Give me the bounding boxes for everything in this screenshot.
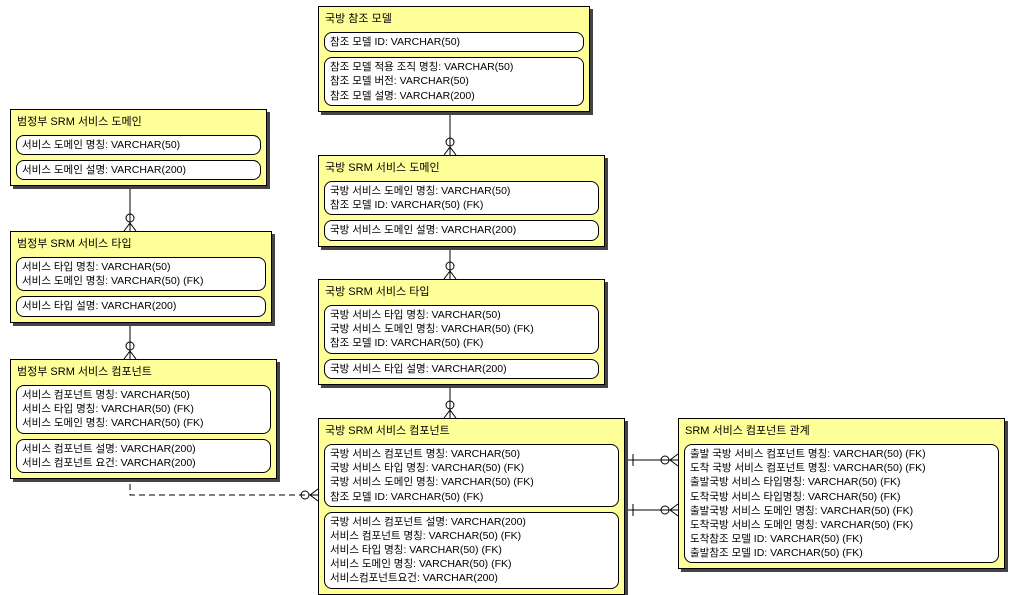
entity-defense-srm-type[interactable]: 국방 SRM 서비스 타입 국방 서비스 타입 명칭: VARCHAR(50) … bbox=[318, 279, 605, 385]
entity-title: 범정부 SRM 서비스 타입 bbox=[11, 232, 271, 254]
entity-title: 국방 SRM 서비스 컴포넌트 bbox=[319, 419, 624, 441]
entity-pk: 서비스 타입 명칭: VARCHAR(50) 서비스 도메인 명칭: VARCH… bbox=[16, 257, 266, 291]
entity-pk: 국방 서비스 컴포넌트 명칭: VARCHAR(50) 국방 서비스 타입 명칭… bbox=[324, 444, 619, 507]
entity-attrs: 국방 서비스 도메인 설명: VARCHAR(200) bbox=[324, 220, 599, 240]
entity-attrs: 서비스 도메인 설명: VARCHAR(200) bbox=[16, 160, 261, 180]
entity-attrs: 서비스 타입 설명: VARCHAR(200) bbox=[16, 296, 266, 316]
entity-attrs: 참조 모델 적용 조직 명칭: VARCHAR(50) 참조 모델 버전: VA… bbox=[324, 57, 584, 106]
entity-title: 범정부 SRM 서비스 도메인 bbox=[11, 110, 266, 132]
entity-pk: 서비스 컴포넌트 명칭: VARCHAR(50) 서비스 타입 명칭: VARC… bbox=[16, 385, 271, 434]
entity-gov-srm-component[interactable]: 범정부 SRM 서비스 컴포넌트 서비스 컴포넌트 명칭: VARCHAR(50… bbox=[10, 359, 277, 479]
entity-title: 국방 SRM 서비스 타입 bbox=[319, 280, 604, 302]
entity-gov-srm-domain[interactable]: 범정부 SRM 서비스 도메인 서비스 도메인 명칭: VARCHAR(50) … bbox=[10, 109, 267, 186]
entity-defense-srm-domain[interactable]: 국방 SRM 서비스 도메인 국방 서비스 도메인 명칭: VARCHAR(50… bbox=[318, 155, 605, 247]
entity-pk: 출발 국방 서비스 컴포넌트 명칭: VARCHAR(50) (FK) 도착 국… bbox=[684, 444, 999, 563]
entity-attrs: 국방 서비스 컴포넌트 설명: VARCHAR(200) 서비스 컴포넌트 명칭… bbox=[324, 512, 619, 589]
entity-pk: 서비스 도메인 명칭: VARCHAR(50) bbox=[16, 135, 261, 155]
entity-srm-component-rel[interactable]: SRM 서비스 컴포넌트 관계 출발 국방 서비스 컴포넌트 명칭: VARCH… bbox=[678, 418, 1005, 569]
entity-gov-srm-type[interactable]: 범정부 SRM 서비스 타입 서비스 타입 명칭: VARCHAR(50) 서비… bbox=[10, 231, 272, 323]
entity-attrs: 서비스 컴포넌트 설명: VARCHAR(200) 서비스 컴포넌트 요건: V… bbox=[16, 439, 271, 473]
entity-title: 국방 SRM 서비스 도메인 bbox=[319, 156, 604, 178]
entity-title: 국방 참조 모델 bbox=[319, 7, 589, 29]
entity-title: SRM 서비스 컴포넌트 관계 bbox=[679, 419, 1004, 441]
entity-title: 범정부 SRM 서비스 컴포넌트 bbox=[11, 360, 276, 382]
entity-pk: 참조 모델 ID: VARCHAR(50) bbox=[324, 32, 584, 52]
entity-pk: 국방 서비스 도메인 명칭: VARCHAR(50) 참조 모델 ID: VAR… bbox=[324, 181, 599, 215]
entity-attrs: 국방 서비스 타입 설명: VARCHAR(200) bbox=[324, 359, 599, 379]
entity-pk: 국방 서비스 타입 명칭: VARCHAR(50) 국방 서비스 도메인 명칭:… bbox=[324, 305, 599, 354]
entity-defense-ref-model[interactable]: 국방 참조 모델 참조 모델 ID: VARCHAR(50) 참조 모델 적용 … bbox=[318, 6, 590, 112]
entity-defense-srm-component[interactable]: 국방 SRM 서비스 컴포넌트 국방 서비스 컴포넌트 명칭: VARCHAR(… bbox=[318, 418, 625, 595]
